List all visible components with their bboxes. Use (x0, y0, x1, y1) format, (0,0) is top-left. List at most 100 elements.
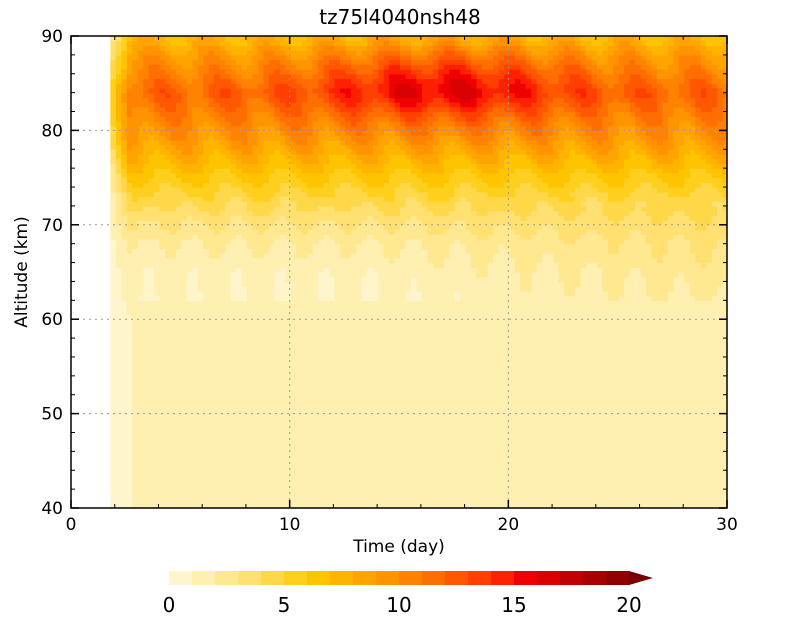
heatmap-cell (225, 390, 232, 396)
heatmap-cell (247, 352, 254, 358)
heatmap-cell (159, 399, 166, 405)
heatmap-cell (247, 333, 254, 339)
heatmap-cell (241, 366, 248, 372)
heatmap-cell (154, 276, 161, 283)
heatmap-cell (296, 97, 303, 103)
heatmap-cell (356, 45, 363, 51)
heatmap-cell (372, 413, 379, 419)
heatmap-cell (312, 276, 319, 283)
heatmap-cell (285, 281, 292, 287)
heatmap-cell (225, 423, 232, 429)
heatmap-cell (279, 210, 286, 216)
heatmap-cell (367, 220, 374, 226)
heatmap-cell (268, 460, 275, 467)
heatmap-cell (214, 385, 221, 391)
heatmap-cell (225, 305, 232, 311)
heatmap-cell (285, 423, 292, 429)
heatmap-cell (137, 503, 144, 508)
heatmap-cell (350, 73, 357, 80)
heatmap-cell (290, 168, 297, 174)
heatmap-cell (312, 248, 319, 254)
heatmap-cell (356, 54, 363, 61)
heatmap-cell (356, 215, 363, 221)
heatmap-cell (339, 394, 347, 401)
heatmap-cell (350, 234, 357, 240)
heatmap-cell (137, 338, 144, 344)
heatmap-cell (175, 338, 183, 344)
heatmap-cell (301, 87, 308, 94)
heatmap-cell (290, 139, 297, 146)
heatmap-cell (203, 408, 210, 415)
heatmap-cell (296, 253, 303, 259)
heatmap-cell (192, 97, 199, 103)
heatmap-cell (296, 163, 303, 169)
heatmap-cell (247, 427, 254, 434)
heatmap-cell (372, 125, 379, 131)
heatmap-cell (274, 172, 281, 179)
heatmap-cell (290, 224, 297, 231)
heatmap-cell (143, 196, 150, 202)
heatmap-cell (372, 144, 379, 150)
heatmap-cell (285, 319, 292, 325)
heatmap-cell (339, 385, 347, 391)
heatmap-cell (208, 215, 215, 221)
heatmap-cell (241, 243, 248, 249)
heatmap-cell (181, 474, 188, 481)
heatmap-cell (154, 92, 161, 98)
heatmap-cell (192, 120, 199, 127)
heatmap-cell (148, 154, 155, 160)
heatmap-cell (214, 59, 221, 65)
heatmap-cell (181, 83, 188, 89)
heatmap-cell (312, 305, 319, 311)
heatmap-cell (214, 177, 221, 183)
heatmap-cell (345, 276, 352, 283)
heatmap-cell (339, 177, 347, 183)
heatmap-cell (334, 83, 341, 89)
heatmap-cell (339, 229, 347, 235)
heatmap-cell (372, 432, 379, 438)
heatmap-cell (323, 399, 330, 405)
heatmap-cell (345, 390, 352, 396)
heatmap-cell (345, 201, 352, 207)
heatmap-cell (121, 69, 128, 75)
heatmap-cell (132, 205, 139, 212)
heatmap-cell (378, 404, 385, 410)
heatmap-cell (121, 106, 128, 113)
heatmap-cell (197, 489, 204, 495)
heatmap-cell (154, 446, 161, 452)
heatmap-cell (148, 83, 155, 89)
heatmap-cell (165, 300, 172, 306)
heatmap-cell (361, 205, 368, 212)
heatmap-cell (225, 234, 232, 240)
heatmap-cell (165, 238, 172, 245)
heatmap-cell (159, 253, 166, 259)
heatmap-cell (334, 465, 341, 471)
heatmap-cell (329, 342, 336, 349)
heatmap-cell (334, 399, 341, 405)
heatmap-cell (301, 215, 308, 221)
heatmap-cell (296, 234, 303, 240)
heatmap-cell (274, 418, 281, 424)
heatmap-cell (175, 87, 183, 94)
heatmap-cell (208, 338, 215, 344)
heatmap-cell (203, 36, 210, 42)
heatmap-cell (329, 371, 336, 377)
heatmap-cell (197, 182, 204, 188)
heatmap-cell (263, 498, 270, 504)
heatmap-cell (323, 92, 330, 98)
heatmap-cell (137, 328, 144, 334)
heatmap-cell (296, 465, 303, 471)
heatmap-cell (290, 366, 297, 372)
heatmap-cell (285, 437, 292, 443)
heatmap-cell (241, 503, 248, 508)
heatmap-cell (181, 201, 188, 207)
heatmap-cell (197, 276, 204, 283)
heatmap-cell (367, 418, 374, 424)
heatmap-cell (334, 130, 341, 136)
heatmap-cell (208, 59, 215, 65)
heatmap-cell (296, 69, 303, 75)
heatmap-cell (307, 352, 314, 358)
heatmap-cell (296, 125, 303, 131)
heatmap-cell (356, 111, 363, 117)
heatmap-cell (334, 168, 341, 174)
